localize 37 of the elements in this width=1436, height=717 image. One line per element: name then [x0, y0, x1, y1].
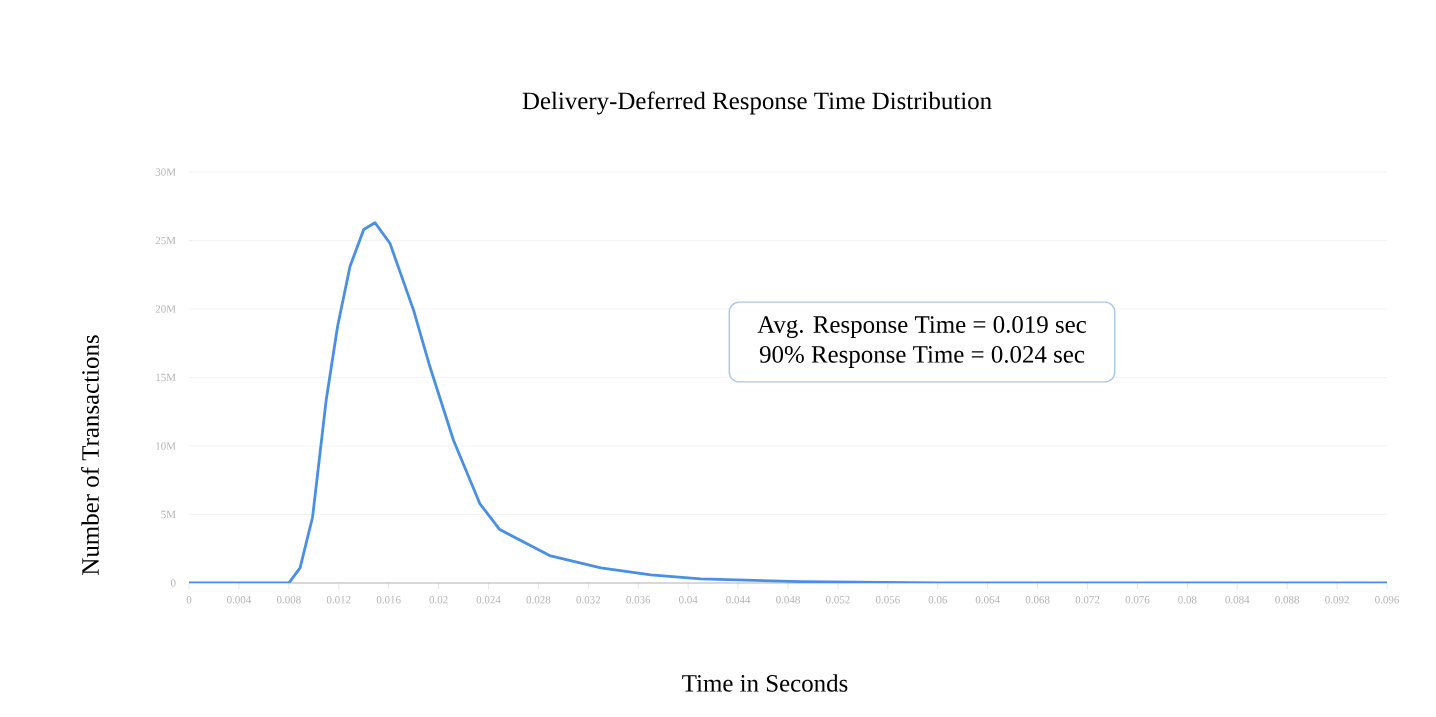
y-tick-label: 15M: [156, 373, 176, 382]
y-tick-label: 0: [170, 579, 176, 587]
x-tick-label: 0.008: [276, 596, 301, 604]
x-tick-label: 0.02: [429, 596, 448, 604]
x-tick-label: 0.06: [928, 596, 948, 604]
y-tick-label: 5M: [161, 510, 176, 519]
x-tick-label: 0.028: [526, 596, 551, 604]
x-tick-label: 0.096: [1375, 596, 1400, 604]
x-tick-label: 0.056: [875, 596, 900, 604]
y-tick-label: 20M: [155, 305, 176, 313]
x-tick-label: 0.04: [678, 596, 698, 604]
x-tick-label: 0.08: [1178, 596, 1197, 604]
x-tick-label: 0.052: [826, 596, 850, 604]
x-axis-title: Time in Seconds: [682, 674, 848, 692]
x-tick-label: 0.004: [227, 596, 252, 604]
annotation: 90% Response Time = 0.024 sec: [759, 346, 1085, 368]
x-tick-label: 0.048: [776, 596, 800, 604]
x-tick-label: 0.036: [626, 596, 651, 604]
y-tick-label: 10M: [156, 442, 176, 450]
x-tick-label: 0.084: [1225, 596, 1250, 604]
x-tick-label: 0.044: [726, 596, 751, 604]
chart-title: Delivery-Deferred Response Time Distribution: [522, 91, 992, 115]
x-tick-label: 0: [186, 596, 192, 604]
x-tick-label: 0.072: [1075, 596, 1100, 604]
x-tick-label: 0.068: [1025, 596, 1050, 604]
x-tick-label: 0.076: [1125, 596, 1150, 604]
annotation: Avg. Response Time = 0.019 sec: [757, 316, 1086, 339]
y-tick-label: 25M: [155, 236, 176, 245]
x-tick-label: 0.016: [376, 596, 401, 604]
x-tick-label: 0.032: [576, 596, 601, 604]
x-tick-label: 0.012: [326, 596, 351, 604]
y-tick-label: 30M: [155, 168, 176, 176]
y-axis-title: Number of Transactions: [81, 335, 99, 575]
x-tick-label: 0.092: [1325, 596, 1349, 604]
x-tick-label: 0.024: [476, 596, 501, 604]
x-tick-label: 0.088: [1275, 596, 1300, 604]
x-tick-label: 0.064: [975, 596, 1000, 604]
